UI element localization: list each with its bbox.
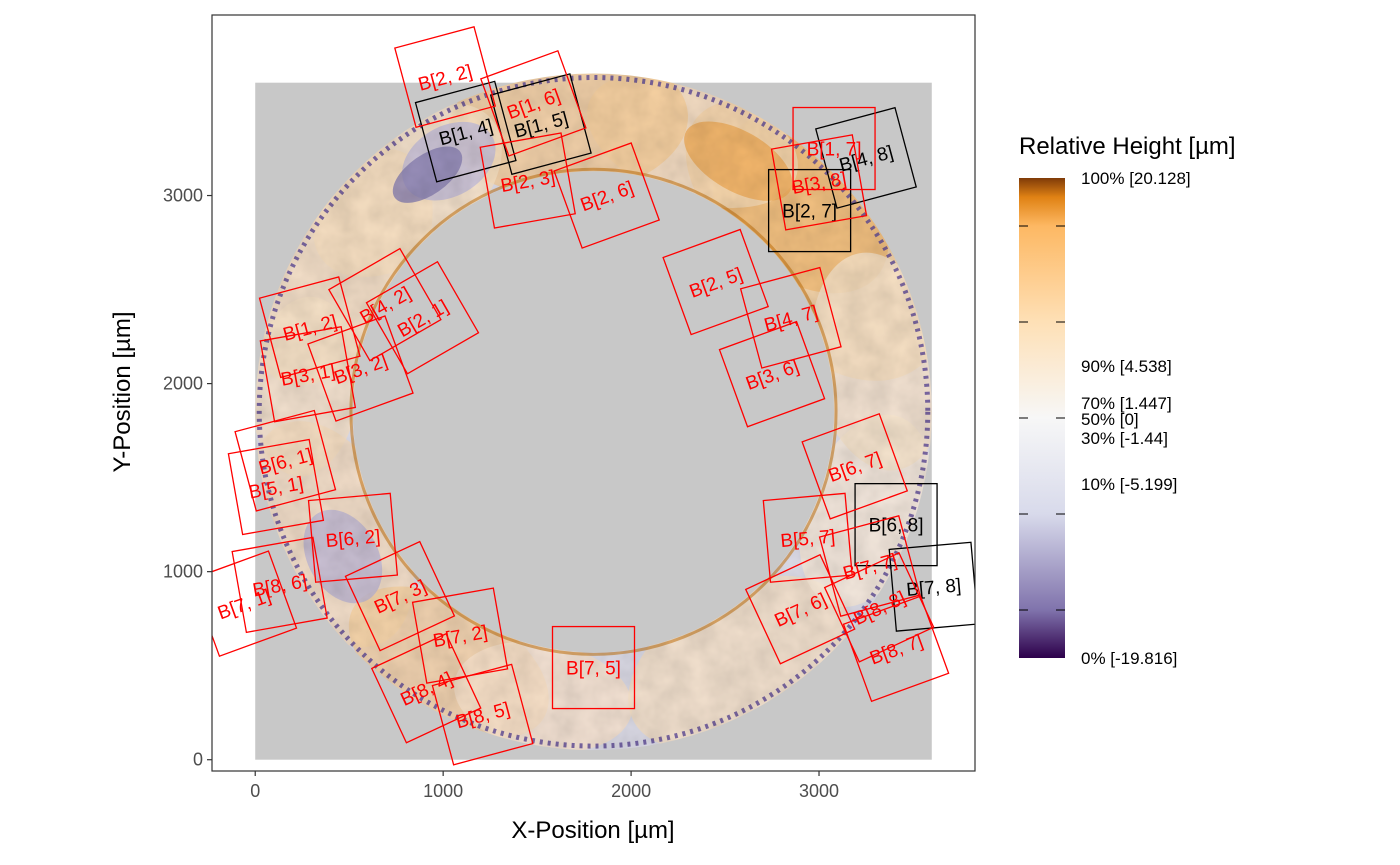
y-tick-label: 3000 (163, 186, 203, 206)
block-square (394, 26, 497, 129)
y-axis: 0 1000 2000 3000 (163, 186, 212, 770)
x-axis: 0 1000 2000 3000 (250, 771, 839, 801)
x-tick-label: 0 (250, 781, 260, 801)
block-square (792, 106, 876, 191)
block-square (718, 320, 826, 428)
block-label: B[2, 7] (782, 202, 837, 223)
block-square (365, 260, 480, 375)
x-tick-label: 1000 (423, 781, 463, 801)
block-square (767, 168, 852, 253)
block-label: B[6, 2] (325, 526, 382, 552)
x-axis-title: X-Position [µm] (511, 817, 674, 844)
legend-label: 100% [20.128] (1081, 169, 1191, 188)
block-square (344, 540, 456, 652)
block-marker: B[6, 8] (854, 482, 938, 567)
x-tick-label: 2000 (611, 781, 651, 801)
block-square (551, 625, 636, 710)
block-marker: B[2, 7] (767, 168, 852, 253)
legend-title: Relative Height [µm] (1019, 133, 1236, 160)
block-square (479, 132, 576, 229)
block-label: B[7, 5] (566, 659, 621, 680)
block-square (234, 409, 337, 512)
block-marker: B[7, 5] (551, 625, 636, 710)
panel-border (211, 14, 976, 772)
legend-label: 30% [-1.44] (1081, 429, 1168, 448)
legend-label: 0% [-19.816] (1081, 649, 1177, 668)
block-label: B[6, 8] (869, 516, 924, 537)
block-label: B[1, 7] (807, 140, 862, 161)
block-square (662, 228, 770, 336)
block-marker: B[5, 7] (762, 492, 853, 583)
block-square (479, 50, 587, 157)
block-square (744, 553, 856, 665)
block-square (328, 247, 442, 362)
y-axis-title: Y-Position [µm] (109, 311, 136, 472)
block-square (231, 536, 328, 634)
block-square (258, 276, 361, 379)
y-tick-label: 1000 (163, 562, 203, 582)
block-square (762, 492, 853, 583)
block-marker: B[6, 2] (307, 492, 399, 583)
legend-ticks: 100% [20.128] 90% [4.538] 70% [1.447]50% [… (1019, 169, 1191, 668)
legend-label: 70% [1.447] (1081, 394, 1172, 413)
block-square (414, 80, 517, 183)
legend-label: 90% [4.538] (1081, 357, 1172, 376)
block-square (553, 142, 661, 249)
y-tick-label: 0 (193, 750, 203, 770)
x-tick-label: 3000 (799, 781, 839, 801)
plot-panel: B[1, 4] B[1, 5]B[2, 7]B[4, 8]B[6, 8]B[7, … (212, 26, 975, 766)
block-square (212, 550, 298, 658)
block-square (227, 438, 325, 536)
block-square (814, 106, 918, 209)
block-square (801, 412, 909, 520)
block-square (770, 134, 868, 231)
block-square (842, 595, 950, 703)
block-square (307, 492, 399, 583)
block-square (307, 315, 414, 422)
legend: Relative Height [µm] 100% [20.128] 90% [4… (1019, 133, 1236, 668)
y-tick-label: 2000 (163, 374, 203, 394)
legend-label: 50% [0] (1081, 410, 1139, 429)
block-label: B[5, 7] (780, 526, 837, 552)
block-square (854, 482, 938, 567)
block-square (823, 552, 935, 663)
block-square (739, 266, 842, 369)
block-marker: B[1, 7] (792, 106, 876, 191)
legend-label: 10% [-5.199] (1081, 475, 1177, 494)
block-square (431, 663, 534, 766)
